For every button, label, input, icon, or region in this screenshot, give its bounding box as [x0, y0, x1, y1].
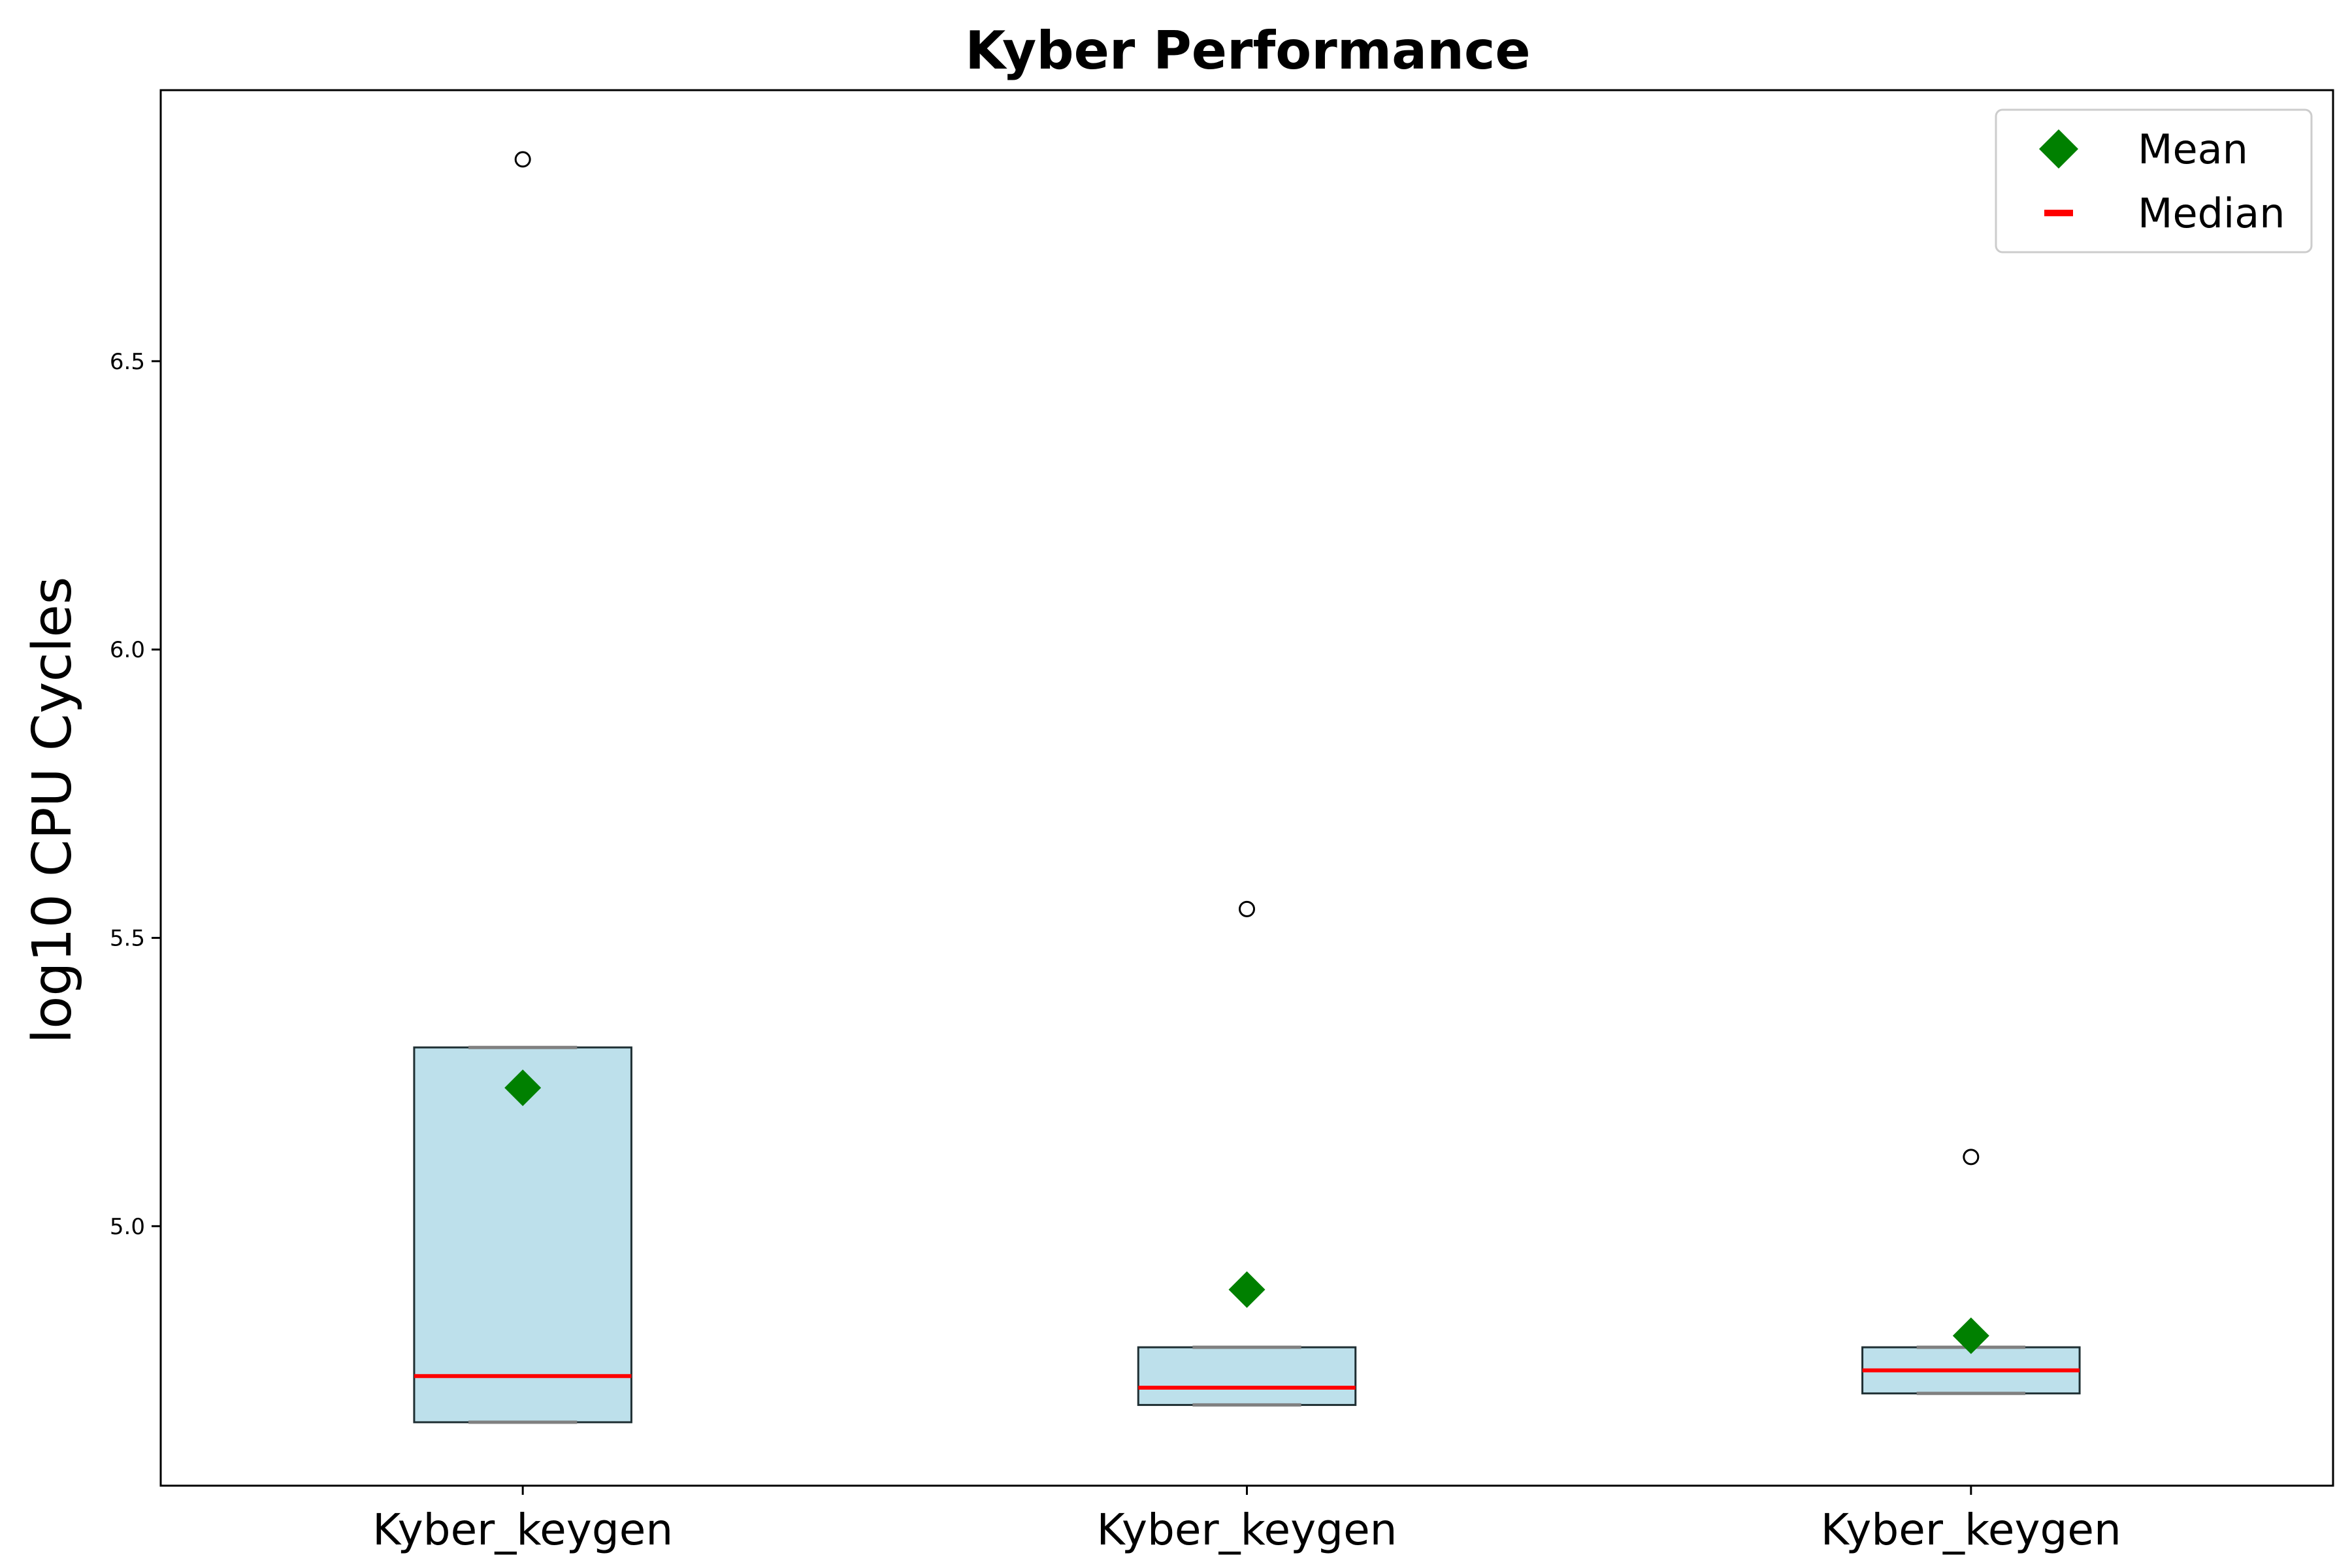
legend: Mean Median — [1995, 108, 2313, 253]
legend-label: Mean — [2138, 125, 2248, 173]
box — [1137, 1346, 1357, 1406]
x-tick-label: Kyber_keygen — [372, 1505, 673, 1555]
x-tick-label: Kyber_keygen — [1096, 1505, 1397, 1555]
y-tick-label: 5.5 — [110, 925, 145, 951]
y-tick-label: 6.5 — [110, 349, 145, 375]
mean-marker — [504, 1069, 542, 1106]
mean-marker — [1952, 1317, 1989, 1354]
plot-area: 5.0 5.5 6.0 6.5 Kyber_keygen Kyber_keygen Kybe… — [110, 151, 2121, 1555]
chart-title: Kyber Performance — [965, 20, 1530, 81]
box — [413, 1046, 632, 1424]
outlier-point — [1239, 900, 1255, 917]
box-group — [1861, 1149, 2081, 1396]
legend-box — [1995, 108, 2313, 253]
box-group — [413, 151, 632, 1424]
box-group — [1137, 900, 1357, 1407]
legend-label: Median — [2138, 189, 2285, 237]
mean-marker — [1228, 1271, 1266, 1308]
y-tick-label: 6.0 — [110, 637, 145, 663]
y-tick-label: 5.0 — [110, 1214, 145, 1240]
outlier-point — [514, 151, 531, 168]
legend-mean-marker — [2039, 129, 2078, 169]
y-axis-label: log10 CPU Cycles — [22, 576, 84, 1043]
x-tick-label: Kyber_keygen — [1821, 1505, 2121, 1555]
plot-frame — [159, 89, 2334, 1487]
outlier-point — [1963, 1149, 1980, 1166]
